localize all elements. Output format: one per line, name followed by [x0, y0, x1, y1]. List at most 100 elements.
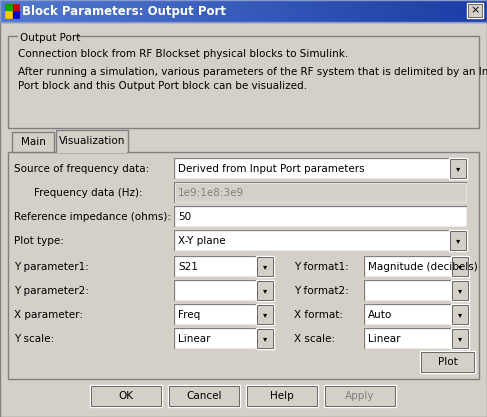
Bar [40, 0, 41, 22]
Bar [43, 0, 44, 22]
Bar [0, 0, 1, 22]
Bar [452, 257, 468, 276]
Bar [455, 0, 456, 22]
Bar [254, 0, 255, 22]
Bar [467, 3, 483, 18]
Bar [215, 0, 216, 22]
Bar [377, 0, 378, 22]
Bar [25, 0, 26, 22]
Bar [364, 328, 469, 349]
Bar [131, 0, 132, 22]
Bar [142, 0, 143, 22]
Bar [452, 0, 453, 22]
Bar [174, 182, 467, 203]
Bar [55, 0, 56, 22]
Bar [236, 0, 237, 22]
Bar [251, 0, 252, 22]
Bar [118, 0, 119, 22]
Bar [125, 0, 126, 22]
Bar [346, 0, 347, 22]
Bar [434, 0, 435, 22]
Text: Apply: Apply [345, 391, 375, 401]
Bar [256, 304, 274, 325]
Bar [286, 0, 287, 22]
Bar [241, 0, 242, 22]
Bar [217, 0, 218, 22]
Bar [337, 0, 338, 22]
Bar [57, 0, 58, 22]
Bar [454, 0, 455, 22]
Bar [391, 0, 392, 22]
Bar [365, 305, 468, 324]
Text: Port block and this Output Port block can be visualized.: Port block and this Output Port block ca… [18, 81, 307, 91]
Bar [17, 0, 18, 22]
Bar [203, 0, 204, 22]
Bar [358, 0, 359, 22]
Bar [149, 0, 150, 22]
Bar [365, 329, 468, 348]
Bar [65, 0, 66, 22]
Text: X format:: X format: [294, 309, 343, 319]
Bar [18, 32, 76, 44]
Bar [67, 0, 68, 22]
Bar [333, 0, 334, 22]
Bar [175, 281, 273, 300]
Bar [428, 0, 429, 22]
Bar [133, 0, 134, 22]
Bar [10, 0, 11, 22]
Bar [195, 0, 196, 22]
Bar [69, 0, 70, 22]
Text: Linear: Linear [178, 334, 210, 344]
Bar [61, 0, 62, 22]
Bar [246, 385, 318, 407]
Bar [483, 0, 484, 22]
Bar [443, 0, 444, 22]
Bar [206, 0, 207, 22]
Bar [301, 0, 302, 22]
Bar [327, 0, 328, 22]
Bar [410, 0, 411, 22]
Bar [110, 0, 111, 22]
Bar [479, 0, 480, 22]
Bar [174, 158, 467, 179]
Bar [29, 0, 30, 22]
Bar [174, 0, 175, 22]
Bar [417, 0, 418, 22]
Bar [383, 0, 384, 22]
Bar [316, 0, 317, 22]
Bar [46, 0, 47, 22]
Bar [412, 0, 413, 22]
Bar [151, 0, 152, 22]
Text: Linear: Linear [368, 334, 400, 344]
Bar [440, 0, 441, 22]
Bar [53, 0, 54, 22]
Bar [397, 0, 398, 22]
Bar [257, 281, 273, 300]
Bar [297, 0, 298, 22]
Bar [244, 0, 245, 22]
Bar [294, 0, 295, 22]
Bar [180, 0, 181, 22]
Bar [472, 0, 473, 22]
Text: ×: × [470, 5, 480, 15]
Bar [357, 0, 358, 22]
Bar [426, 0, 427, 22]
Bar [134, 0, 135, 22]
Bar [12, 0, 13, 22]
Bar [245, 0, 246, 22]
Bar [471, 0, 472, 22]
Bar [183, 0, 184, 22]
Bar [321, 0, 322, 22]
Bar [189, 0, 190, 22]
Bar [323, 0, 324, 22]
Text: Y parameter2:: Y parameter2: [14, 286, 89, 296]
Bar [317, 0, 318, 22]
Bar [365, 281, 468, 300]
Bar [12, 11, 19, 18]
Bar [361, 0, 362, 22]
Bar [282, 0, 283, 22]
Text: Source of frequency data:: Source of frequency data: [14, 163, 149, 173]
Bar [33, 0, 34, 22]
Bar [257, 257, 273, 276]
Bar [144, 0, 145, 22]
